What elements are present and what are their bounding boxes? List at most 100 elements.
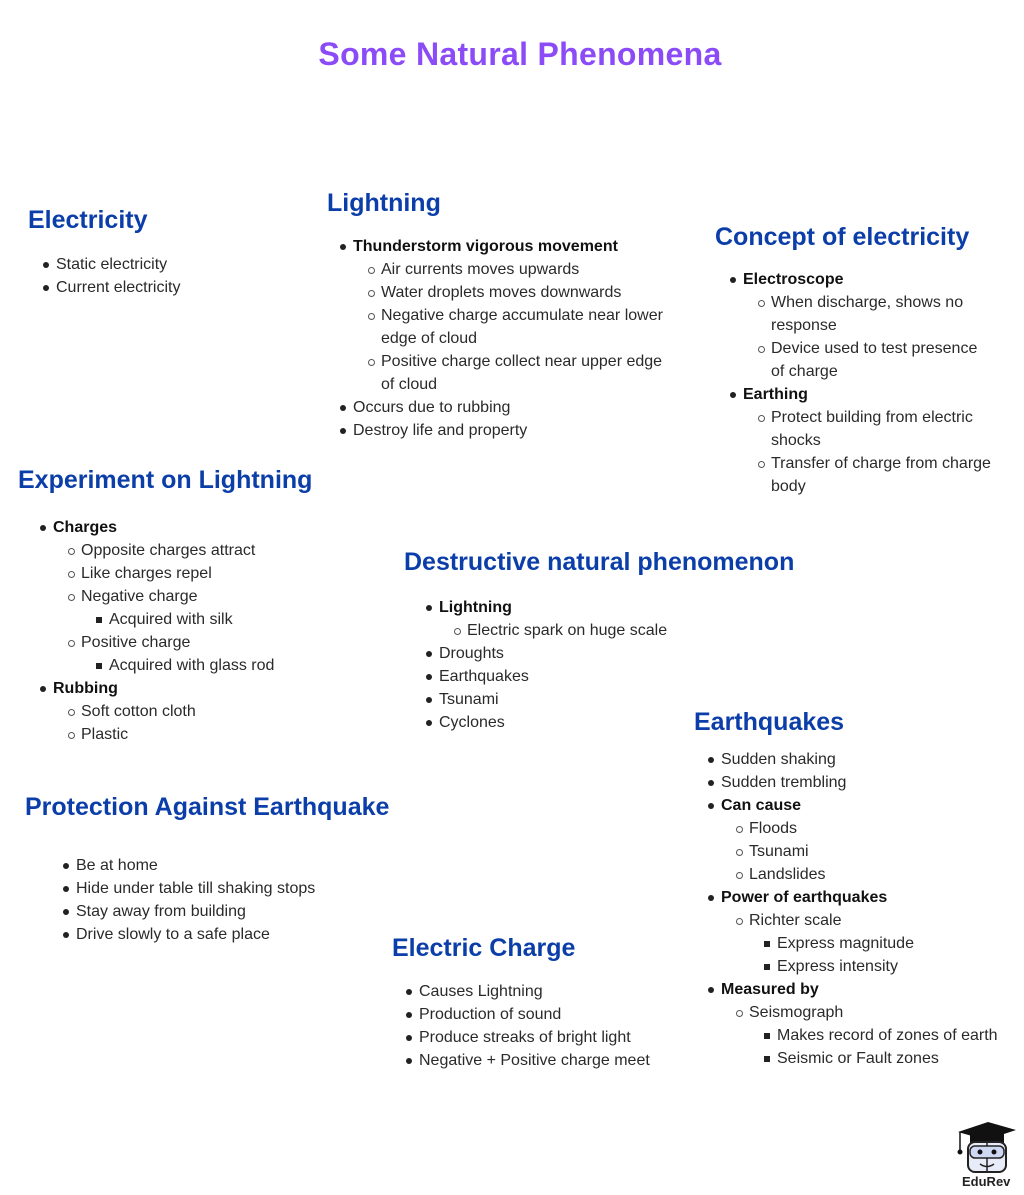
experiment-list: Charges Opposite charges attract Like char… (40, 516, 353, 746)
list-item: Plastic (68, 723, 353, 746)
list-item: Destroy life and property (340, 419, 673, 442)
sub-list: Acquired with glass rod (81, 654, 353, 677)
list-item: Transfer of charge from charge body (758, 452, 993, 498)
sub-list: Air currents moves upwards Water droplets… (353, 258, 673, 396)
list-item-text: Protect building from electric shocks (771, 409, 973, 449)
list-item: Tsunami (426, 688, 739, 711)
list-item: Static electricity (43, 253, 256, 276)
sub-list: Makes record of zones of earth Seismic or… (749, 1024, 1021, 1070)
charge-list: Causes Lightning Production of sound Produ… (406, 980, 719, 1072)
list-item: Tsunami (736, 840, 1021, 863)
list-item-text: Positive charge (81, 634, 191, 651)
section-electricity: Electricity (28, 204, 148, 236)
section-heading: Lightning (327, 189, 441, 217)
list-item: Causes Lightning (406, 980, 719, 1003)
list-item: Acquired with glass rod (96, 654, 353, 677)
sub-list: Electric spark on huge scale (439, 619, 739, 642)
list-item: Seismograph Makes record of zones of eart… (736, 1001, 1021, 1070)
list-item-text: Seismic or Fault zones (777, 1050, 939, 1067)
list-item-text: Acquired with silk (109, 611, 233, 628)
list-item-text: Lightning (439, 599, 512, 616)
list-item-text: Sudden shaking (721, 751, 836, 768)
list-item-text: Measured by (721, 981, 819, 998)
edurev-logo-icon (957, 1122, 1016, 1173)
list-item-text: Acquired with glass rod (109, 657, 275, 674)
list-item-text: Floods (749, 820, 798, 837)
list-item-text: Cyclones (439, 714, 505, 731)
list-item: Like charges repel (68, 562, 353, 585)
list-item-text: Transfer of charge from charge body (771, 455, 991, 495)
list-item: When discharge, shows no response (758, 291, 993, 337)
list-item: Power of earthquakes Richter scale Express… (708, 886, 1021, 978)
sub-list: Floods Tsunami Landslides (721, 817, 1021, 886)
list-item: Express magnitude (764, 932, 1021, 955)
section-heading: Earthquakes (694, 708, 845, 736)
section-experiment: Experiment on Lightning (18, 464, 312, 496)
sub-list: Opposite charges attract Like charges rep… (53, 539, 353, 677)
sub-list: Seismograph Makes record of zones of eart… (721, 1001, 1021, 1070)
list-item: Air currents moves upwards (368, 258, 673, 281)
list-item: Negative charge Acquired with silk (68, 585, 353, 631)
list-item-text: Power of earthquakes (721, 889, 888, 906)
list-item-text: Rubbing (53, 680, 118, 697)
sub-list: When discharge, shows no response Device … (743, 291, 993, 383)
sub-list: Express magnitude Express intensity (749, 932, 1021, 978)
list-item-text: Sudden trembling (721, 774, 847, 791)
list-item-text: Current electricity (56, 279, 181, 296)
list-item-text: Plastic (81, 726, 129, 743)
list-item-text: Soft cotton cloth (81, 703, 196, 720)
list-item: Produce streaks of bright light (406, 1026, 719, 1049)
list-item: Soft cotton cloth (68, 700, 353, 723)
list-item-text: Can cause (721, 797, 802, 814)
section-earthquakes: Earthquakes (694, 706, 844, 738)
section-heading: Electric Charge (392, 934, 576, 962)
list-item-text: Opposite charges attract (81, 542, 256, 559)
section-heading: Electricity (28, 206, 148, 234)
list-item-text: Makes record of zones of earth (777, 1027, 998, 1044)
list-item: Landslides (736, 863, 1021, 886)
list-item-text: Negative charge (81, 588, 198, 605)
list-item-text: Tsunami (439, 691, 499, 708)
list-item: Device used to test presence of charge (758, 337, 993, 383)
list-item: Be at home (63, 854, 376, 877)
list-item-text: Destroy life and property (353, 422, 528, 439)
list-item: Positive charge collect near upper edge … (368, 350, 673, 396)
list-item: Acquired with silk (96, 608, 353, 631)
page-title: Some Natural Phenomena (318, 36, 722, 72)
list-item-text: Stay away from building (76, 903, 246, 920)
list-item-text: Water droplets moves downwards (381, 284, 622, 301)
sub-list: Protect building from electric shocks Tra… (743, 406, 993, 498)
list-item: Rubbing Soft cotton cloth Plastic (40, 677, 353, 746)
list-item: Occurs due to rubbing (340, 396, 673, 419)
list-item-text: Richter scale (749, 912, 842, 929)
lightning-list: Thunderstorm vigorous movement Air curren… (340, 235, 673, 442)
list-item: Cyclones (426, 711, 739, 734)
list-item: Hide under table till shaking stops (63, 877, 376, 900)
list-item-text: Negative charge accumulate near lower ed… (381, 307, 663, 347)
list-item-text: Device used to test presence of charge (771, 340, 978, 380)
list-item-text: Thunderstorm vigorous movement (353, 238, 618, 255)
logo-text: EduRev (962, 1174, 1011, 1189)
list-item-text: Electroscope (743, 271, 844, 288)
list-item-text: Like charges repel (81, 565, 212, 582)
list-item-text: Droughts (439, 645, 504, 662)
section-protection: Protection Against Earthquake (25, 791, 389, 823)
list-item: Can cause Floods Tsunami Landslides (708, 794, 1021, 886)
list-item: Negative charge accumulate near lower ed… (368, 304, 673, 350)
list-item-text: Express magnitude (777, 935, 914, 952)
list-item-text: When discharge, shows no response (771, 294, 964, 334)
list-item-text: Electric spark on huge scale (467, 622, 668, 639)
sub-list: Soft cotton cloth Plastic (53, 700, 353, 746)
protection-list: Be at home Hide under table till shaking … (63, 854, 376, 946)
section-heading: Concept of electricity (715, 223, 970, 251)
list-item: Sudden shaking (708, 748, 1021, 771)
list-item-text: Produce streaks of bright light (419, 1029, 631, 1046)
list-item-text: Earthing (743, 386, 808, 403)
section-charge: Electric Charge (392, 932, 575, 964)
list-item-text: Air currents moves upwards (381, 261, 580, 278)
concept-list: Electroscope When discharge, shows no res… (730, 268, 993, 498)
destructive-list: Lightning Electric spark on huge scale Dro… (426, 596, 739, 734)
section-heading: Experiment on Lightning (18, 466, 313, 494)
list-item-text: Hide under table till shaking stops (76, 880, 316, 897)
list-item-text: Be at home (76, 857, 158, 874)
